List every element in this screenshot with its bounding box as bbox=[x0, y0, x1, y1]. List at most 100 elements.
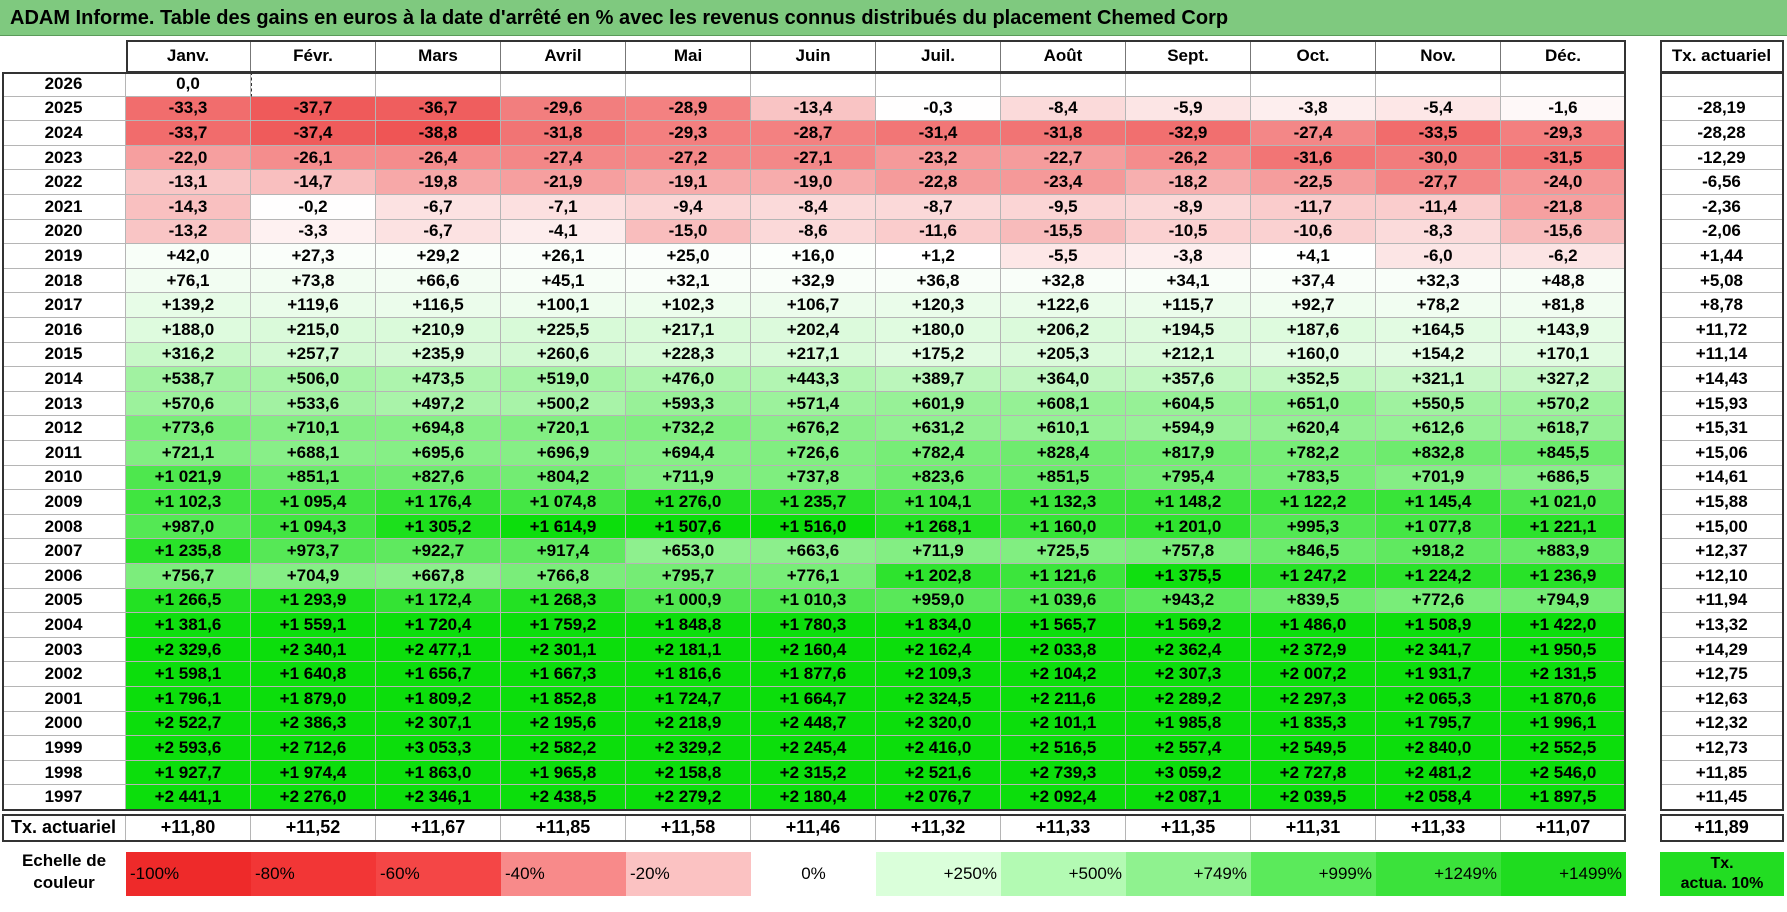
footer-cell: +11,52 bbox=[251, 814, 376, 842]
table-cell: +1 422,0 bbox=[1501, 613, 1626, 638]
table-cell: +917,4 bbox=[501, 539, 626, 564]
month-header: Sept. bbox=[1126, 40, 1251, 72]
table-cell: +832,8 bbox=[1376, 441, 1501, 466]
table-cell: +823,6 bbox=[876, 465, 1001, 491]
table-cell bbox=[626, 72, 751, 97]
table-cell: +26,1 bbox=[501, 244, 626, 269]
table-cell: -8,7 bbox=[876, 195, 1001, 220]
year-label: 2013 bbox=[2, 391, 126, 417]
legend-swatch: +1499% bbox=[1501, 852, 1626, 896]
table-cell: +1 293,9 bbox=[251, 588, 376, 614]
legend-swatch: +749% bbox=[1126, 852, 1251, 896]
table-cell: +610,1 bbox=[1001, 416, 1126, 441]
table-cell: +2 158,8 bbox=[626, 760, 751, 786]
year-label: 2017 bbox=[2, 293, 126, 318]
table-cell: +1 247,2 bbox=[1251, 564, 1376, 589]
table-cell: +187,6 bbox=[1251, 318, 1376, 343]
month-header: Août bbox=[1001, 40, 1126, 72]
table-cell: +34,1 bbox=[1126, 268, 1251, 294]
table-cell: +1 848,8 bbox=[626, 613, 751, 638]
table-cell: +154,2 bbox=[1376, 342, 1501, 368]
legend-swatch: -40% bbox=[501, 852, 626, 896]
table-cell: -8,4 bbox=[751, 195, 876, 220]
rate-cell: +15,00 bbox=[1660, 514, 1784, 540]
table-cell: -21,9 bbox=[501, 170, 626, 195]
table-cell: +2 522,7 bbox=[126, 711, 251, 737]
table-cell: +116,5 bbox=[376, 293, 501, 318]
table-cell: +1 559,1 bbox=[251, 613, 376, 638]
table-cell: -8,3 bbox=[1376, 219, 1501, 245]
table-cell: -14,3 bbox=[126, 195, 251, 220]
table-cell: -28,7 bbox=[751, 121, 876, 146]
table-cell: +2 211,6 bbox=[1001, 687, 1126, 712]
table-cell: +1 102,3 bbox=[126, 490, 251, 515]
footer-cell: +11,67 bbox=[376, 814, 501, 842]
table-cell: +2 180,4 bbox=[751, 785, 876, 810]
table-cell: +846,5 bbox=[1251, 539, 1376, 564]
table-cell: -31,8 bbox=[501, 121, 626, 146]
table-cell: +2 033,8 bbox=[1001, 637, 1126, 663]
table-cell: -13,4 bbox=[751, 96, 876, 122]
rate-cell: +12,63 bbox=[1660, 687, 1784, 712]
table-cell: +1 122,2 bbox=[1251, 490, 1376, 515]
table-cell: +2 438,5 bbox=[501, 785, 626, 810]
table-cell: +2 307,3 bbox=[1126, 662, 1251, 687]
table-cell: +1 039,6 bbox=[1001, 588, 1126, 614]
table-cell: -6,0 bbox=[1376, 244, 1501, 269]
table-cell: +711,9 bbox=[626, 465, 751, 491]
table-cell: -27,2 bbox=[626, 145, 751, 171]
table-cell: -15,5 bbox=[1001, 219, 1126, 245]
footer-cell: +11,31 bbox=[1251, 814, 1376, 842]
year-label: 2001 bbox=[2, 687, 126, 712]
rate-cell: +15,31 bbox=[1660, 416, 1784, 441]
table-cell: +100,1 bbox=[501, 293, 626, 318]
table-cell: +76,1 bbox=[126, 268, 251, 294]
table-cell: +620,4 bbox=[1251, 416, 1376, 441]
table-cell: +2 549,5 bbox=[1251, 736, 1376, 761]
table-cell: +839,5 bbox=[1251, 588, 1376, 614]
rate-cell: +12,75 bbox=[1660, 662, 1784, 687]
table-cell: +608,1 bbox=[1001, 391, 1126, 417]
table-cell: +817,9 bbox=[1126, 441, 1251, 466]
table-cell bbox=[751, 72, 876, 97]
rate-cell: +8,78 bbox=[1660, 293, 1784, 318]
year-label: 2004 bbox=[2, 613, 126, 638]
table-cell: -0,3 bbox=[876, 96, 1001, 122]
table-cell: +48,8 bbox=[1501, 268, 1626, 294]
year-label: 2024 bbox=[2, 121, 126, 146]
table-cell: +776,1 bbox=[751, 564, 876, 589]
table-cell: +688,1 bbox=[251, 441, 376, 466]
footer-cell: +11,85 bbox=[501, 814, 626, 842]
table-cell: +2 477,1 bbox=[376, 637, 501, 663]
table-cell: +316,2 bbox=[126, 342, 251, 368]
table-cell: +2 307,1 bbox=[376, 711, 501, 737]
year-label: 2023 bbox=[2, 145, 126, 171]
rate-cell: -28,28 bbox=[1660, 121, 1784, 146]
table-cell: +321,1 bbox=[1376, 367, 1501, 392]
table-cell: +497,2 bbox=[376, 391, 501, 417]
table-cell: +1 235,7 bbox=[751, 490, 876, 515]
table-cell: +795,4 bbox=[1126, 465, 1251, 491]
table-cell: +352,5 bbox=[1251, 367, 1376, 392]
table-cell: -23,4 bbox=[1001, 170, 1126, 195]
table-cell: +106,7 bbox=[751, 293, 876, 318]
table-cell: -1,6 bbox=[1501, 96, 1626, 122]
table-cell: +1 640,8 bbox=[251, 662, 376, 687]
month-header: Févr. bbox=[251, 40, 376, 72]
table-cell: -7,1 bbox=[501, 195, 626, 220]
table-cell: -9,4 bbox=[626, 195, 751, 220]
table-cell: -22,5 bbox=[1251, 170, 1376, 195]
rate-cell: +11,85 bbox=[1660, 760, 1784, 786]
year-label: 2009 bbox=[2, 490, 126, 515]
year-label: 2010 bbox=[2, 465, 126, 491]
table-cell: +2 162,4 bbox=[876, 637, 1001, 663]
table-cell: -0,2 bbox=[251, 195, 376, 220]
table-cell: +851,5 bbox=[1001, 465, 1126, 491]
table-cell: +1 950,5 bbox=[1501, 637, 1626, 663]
table-cell: +1 145,4 bbox=[1376, 490, 1501, 515]
table-cell: -27,1 bbox=[751, 145, 876, 171]
table-cell: +1 276,0 bbox=[626, 490, 751, 515]
month-header: Juil. bbox=[876, 40, 1001, 72]
table-cell: -8,4 bbox=[1001, 96, 1126, 122]
rate-cell: +13,32 bbox=[1660, 613, 1784, 638]
